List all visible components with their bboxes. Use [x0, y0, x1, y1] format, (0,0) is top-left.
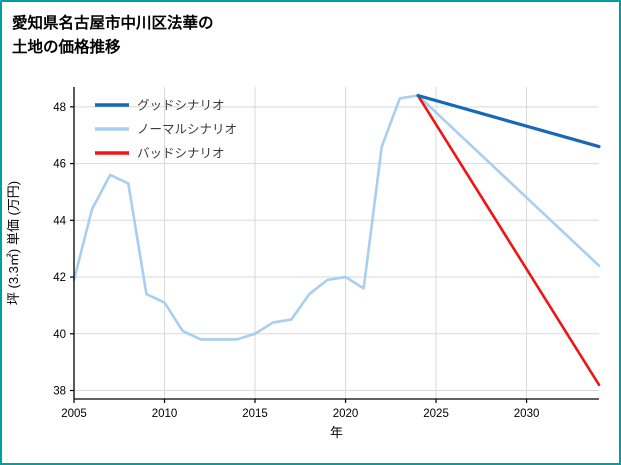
legend-label-good: グッドシナリオ [137, 99, 225, 113]
y-tick-label: 46 [53, 159, 66, 171]
x-tick-label: 2020 [333, 408, 359, 420]
series-line-good [416, 93, 601, 149]
series-line-bad [416, 94, 601, 387]
series-line-normal [72, 94, 601, 341]
price-trend-chart: 2005 2010 2015 2020 2025 2030 38 40 42 44 46 48 年 坪 (… [6, 87, 601, 440]
x-tick-label: 2005 [61, 408, 87, 420]
y-tick-label: 44 [53, 215, 66, 227]
y-tick-label: 48 [53, 102, 66, 114]
y-tick-label: 38 [53, 385, 66, 397]
y-axis-label: 坪 (3.3㎡) 単価 (万円) [6, 181, 21, 305]
x-tick-label: 2010 [152, 408, 178, 420]
x-tick-label: 2015 [242, 408, 268, 420]
chart-title: 愛知県名古屋市中川区法華の 土地の価格推移 [12, 12, 214, 60]
legend-label-normal: ノーマルシナリオ [137, 123, 237, 137]
chart-title-line1: 愛知県名古屋市中川区法華の [12, 15, 214, 32]
y-tick-label: 42 [53, 272, 66, 284]
legend-label-bad: バッドシナリオ [137, 147, 225, 161]
y-tick-label: 40 [53, 329, 66, 341]
x-tick-label: 2025 [423, 408, 449, 420]
x-axis-label: 年 [330, 425, 343, 440]
x-tick-label: 2030 [514, 408, 540, 420]
chart-title-line2: 土地の価格推移 [12, 39, 121, 57]
